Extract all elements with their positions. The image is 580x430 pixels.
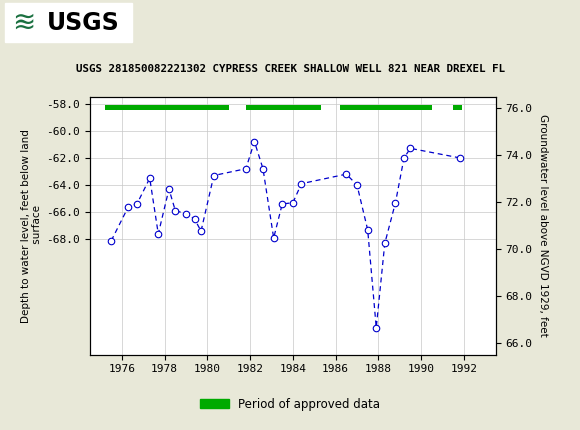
Point — [209, 172, 219, 179]
Text: USGS: USGS — [46, 11, 119, 34]
Point — [288, 199, 298, 206]
Text: USGS 281850082221302 CYPRESS CREEK SHALLOW WELL 821 NEAR DREXEL FL: USGS 281850082221302 CYPRESS CREEK SHALL… — [75, 64, 505, 74]
Bar — [340, 105, 432, 111]
Point — [132, 200, 142, 207]
Point — [190, 215, 200, 222]
Point — [391, 199, 400, 206]
Point — [107, 237, 116, 244]
Point — [258, 165, 267, 172]
Point — [372, 324, 381, 331]
Point — [353, 181, 362, 188]
Point — [455, 154, 464, 161]
Point — [400, 154, 409, 161]
Point — [197, 228, 206, 235]
Bar — [453, 105, 462, 111]
Point — [406, 145, 415, 152]
Point — [124, 203, 133, 210]
Point — [297, 180, 306, 187]
Point — [241, 165, 251, 172]
Y-axis label: Depth to water level, feet below land
 surface: Depth to water level, feet below land su… — [21, 129, 42, 322]
Y-axis label: Groundwater level above NGVD 1929, feet: Groundwater level above NGVD 1929, feet — [538, 114, 548, 337]
Point — [278, 200, 287, 207]
Bar — [5, 3, 132, 42]
Point — [145, 175, 154, 181]
Text: ≋: ≋ — [12, 9, 35, 37]
Point — [363, 226, 372, 233]
Bar — [105, 105, 229, 111]
Point — [342, 171, 351, 178]
Point — [269, 234, 278, 241]
Point — [182, 210, 191, 217]
Point — [154, 230, 163, 237]
Point — [171, 207, 180, 214]
Point — [380, 240, 389, 247]
Point — [250, 138, 259, 145]
Point — [164, 186, 173, 193]
Legend: Period of approved data: Period of approved data — [195, 393, 385, 415]
Bar — [246, 105, 321, 111]
